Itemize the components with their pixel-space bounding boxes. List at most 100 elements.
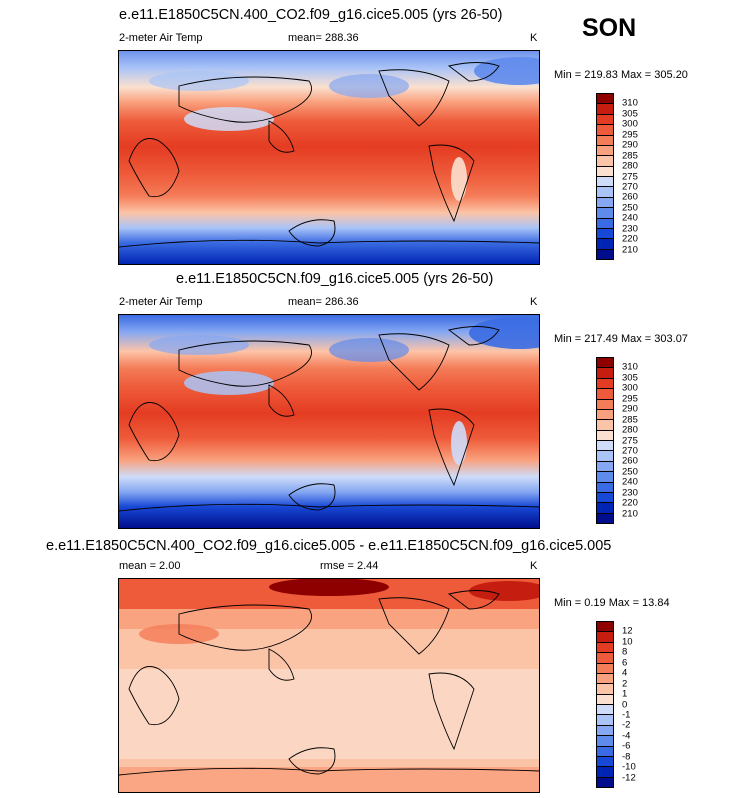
colorbar-tick: 230 xyxy=(622,487,638,499)
colorbar-swatch xyxy=(597,451,613,462)
rmse-label: rmse = 2.44 xyxy=(320,560,379,572)
colorbar-tick: 270 xyxy=(622,181,638,193)
colorbar-tick: 10 xyxy=(622,636,633,648)
min-max-label: Min = 0.19 Max = 13.84 xyxy=(554,597,670,609)
colorbar-tick: 230 xyxy=(622,223,638,235)
colorbar-swatch xyxy=(597,399,613,410)
colorbar-swatch xyxy=(597,420,613,431)
colorbar-tick: -1 xyxy=(622,709,631,721)
colorbar-swatch xyxy=(597,94,613,105)
temperature-map xyxy=(118,314,569,529)
variable-label: 2-meter Air Temp xyxy=(119,296,203,308)
colorbar-tick: -12 xyxy=(622,772,636,784)
colorbar-swatch xyxy=(597,767,613,778)
colorbar-swatch xyxy=(597,378,613,390)
colorbar-swatch xyxy=(597,756,613,768)
colorbar-swatch xyxy=(597,368,613,379)
colorbar-tick: 4 xyxy=(622,667,628,679)
panel-title: e.e11.E1850C5CN.400_CO2.f09_g16.cice5.00… xyxy=(119,7,503,23)
colorbar-tick: 275 xyxy=(622,171,638,182)
colorbar-tick: 280 xyxy=(622,160,638,172)
colorbar-swatch xyxy=(597,673,613,685)
units-label: K xyxy=(530,296,538,308)
colorbar-swatch xyxy=(597,777,613,787)
colorbar-tick: 2 xyxy=(622,678,628,690)
colorbar-swatch xyxy=(597,166,613,177)
colorbar-swatch xyxy=(597,104,613,115)
colorbar-swatch xyxy=(597,208,613,219)
colorbar xyxy=(596,621,614,788)
colorbar-swatch xyxy=(597,746,613,757)
variable-label: 2-meter Air Temp xyxy=(119,32,203,44)
coastlines xyxy=(118,326,540,512)
colorbar-swatch xyxy=(597,492,613,504)
panel-title: e.e11.E1850C5CN.f09_g16.cice5.005 (yrs 2… xyxy=(176,271,494,287)
colorbar xyxy=(596,93,614,260)
colorbar-swatch xyxy=(597,114,613,126)
colorbar-tick: 300 xyxy=(622,118,638,130)
colorbar-tick: 275 xyxy=(622,435,638,446)
colorbar-swatch xyxy=(597,218,613,229)
colorbar-tick: 305 xyxy=(622,372,638,384)
colorbar-swatch xyxy=(597,430,613,441)
colorbar-swatch xyxy=(597,622,613,633)
colorbar-swatch xyxy=(597,197,613,209)
colorbar-tick: -10 xyxy=(622,761,636,773)
colorbar-swatch xyxy=(597,715,613,726)
colorbar-tick: 210 xyxy=(622,244,638,256)
colorbar-swatch xyxy=(597,461,613,473)
colorbar-tick: 220 xyxy=(622,497,638,509)
colorbar-tick: 290 xyxy=(622,403,638,415)
colorbar-tick: 8 xyxy=(622,646,628,658)
coastlines xyxy=(118,62,540,248)
colorbar-tick: 240 xyxy=(622,212,638,224)
colorbar-tick: 0 xyxy=(622,699,628,710)
colorbar-swatch xyxy=(597,135,613,146)
colorbar-tick: 300 xyxy=(622,382,638,394)
colorbar-swatch xyxy=(597,389,613,400)
colorbar-tick: 250 xyxy=(622,466,638,478)
temperature-map xyxy=(118,50,564,265)
colorbar-swatch xyxy=(597,145,613,157)
colorbar-swatch xyxy=(597,177,613,188)
colorbar-tick: 12 xyxy=(622,625,633,637)
mean-label: mean= 288.36 xyxy=(288,32,359,44)
colorbar-tick: -8 xyxy=(622,751,631,763)
colorbar-tick: 270 xyxy=(622,445,638,457)
colorbar-swatch xyxy=(597,249,613,259)
colorbar-tick: -6 xyxy=(622,740,631,752)
colorbar-tick: 290 xyxy=(622,139,638,151)
units-label: K xyxy=(530,32,538,44)
panel-title: e.e11.E1850C5CN.400_CO2.f09_g16.cice5.00… xyxy=(46,538,612,554)
colorbar-tick: -2 xyxy=(622,719,631,731)
colorbar-swatch xyxy=(597,239,613,250)
colorbar-tick: 310 xyxy=(622,361,638,373)
colorbar-tick: 285 xyxy=(622,414,638,426)
colorbar-swatch xyxy=(597,503,613,514)
colorbar-tick: 280 xyxy=(622,424,638,436)
colorbar-tick: 210 xyxy=(622,508,638,520)
colorbar-swatch xyxy=(597,632,613,643)
season-label: SON xyxy=(582,14,637,42)
colorbar-swatch xyxy=(597,725,613,737)
colorbar-swatch xyxy=(597,653,613,664)
colorbar-swatch xyxy=(597,228,613,240)
colorbar-tick: 260 xyxy=(622,191,638,203)
colorbar-swatch xyxy=(597,642,613,654)
colorbar-swatch xyxy=(597,736,613,747)
colorbar-tick: 285 xyxy=(622,150,638,162)
colorbar-tick: 295 xyxy=(622,129,638,141)
colorbar-tick: 305 xyxy=(622,108,638,120)
colorbar-swatch xyxy=(597,472,613,483)
colorbar-swatch xyxy=(597,705,613,716)
colorbar-swatch xyxy=(597,441,613,452)
colorbar-swatch xyxy=(597,125,613,136)
colorbar-swatch xyxy=(597,156,613,167)
colorbar-tick: 310 xyxy=(622,97,638,109)
units-label: K xyxy=(530,560,538,572)
colorbar-swatch xyxy=(597,513,613,523)
colorbar-tick: 240 xyxy=(622,476,638,488)
colorbar-tick: 260 xyxy=(622,455,638,467)
colorbar-swatch xyxy=(597,482,613,493)
colorbar-swatch xyxy=(597,684,613,695)
